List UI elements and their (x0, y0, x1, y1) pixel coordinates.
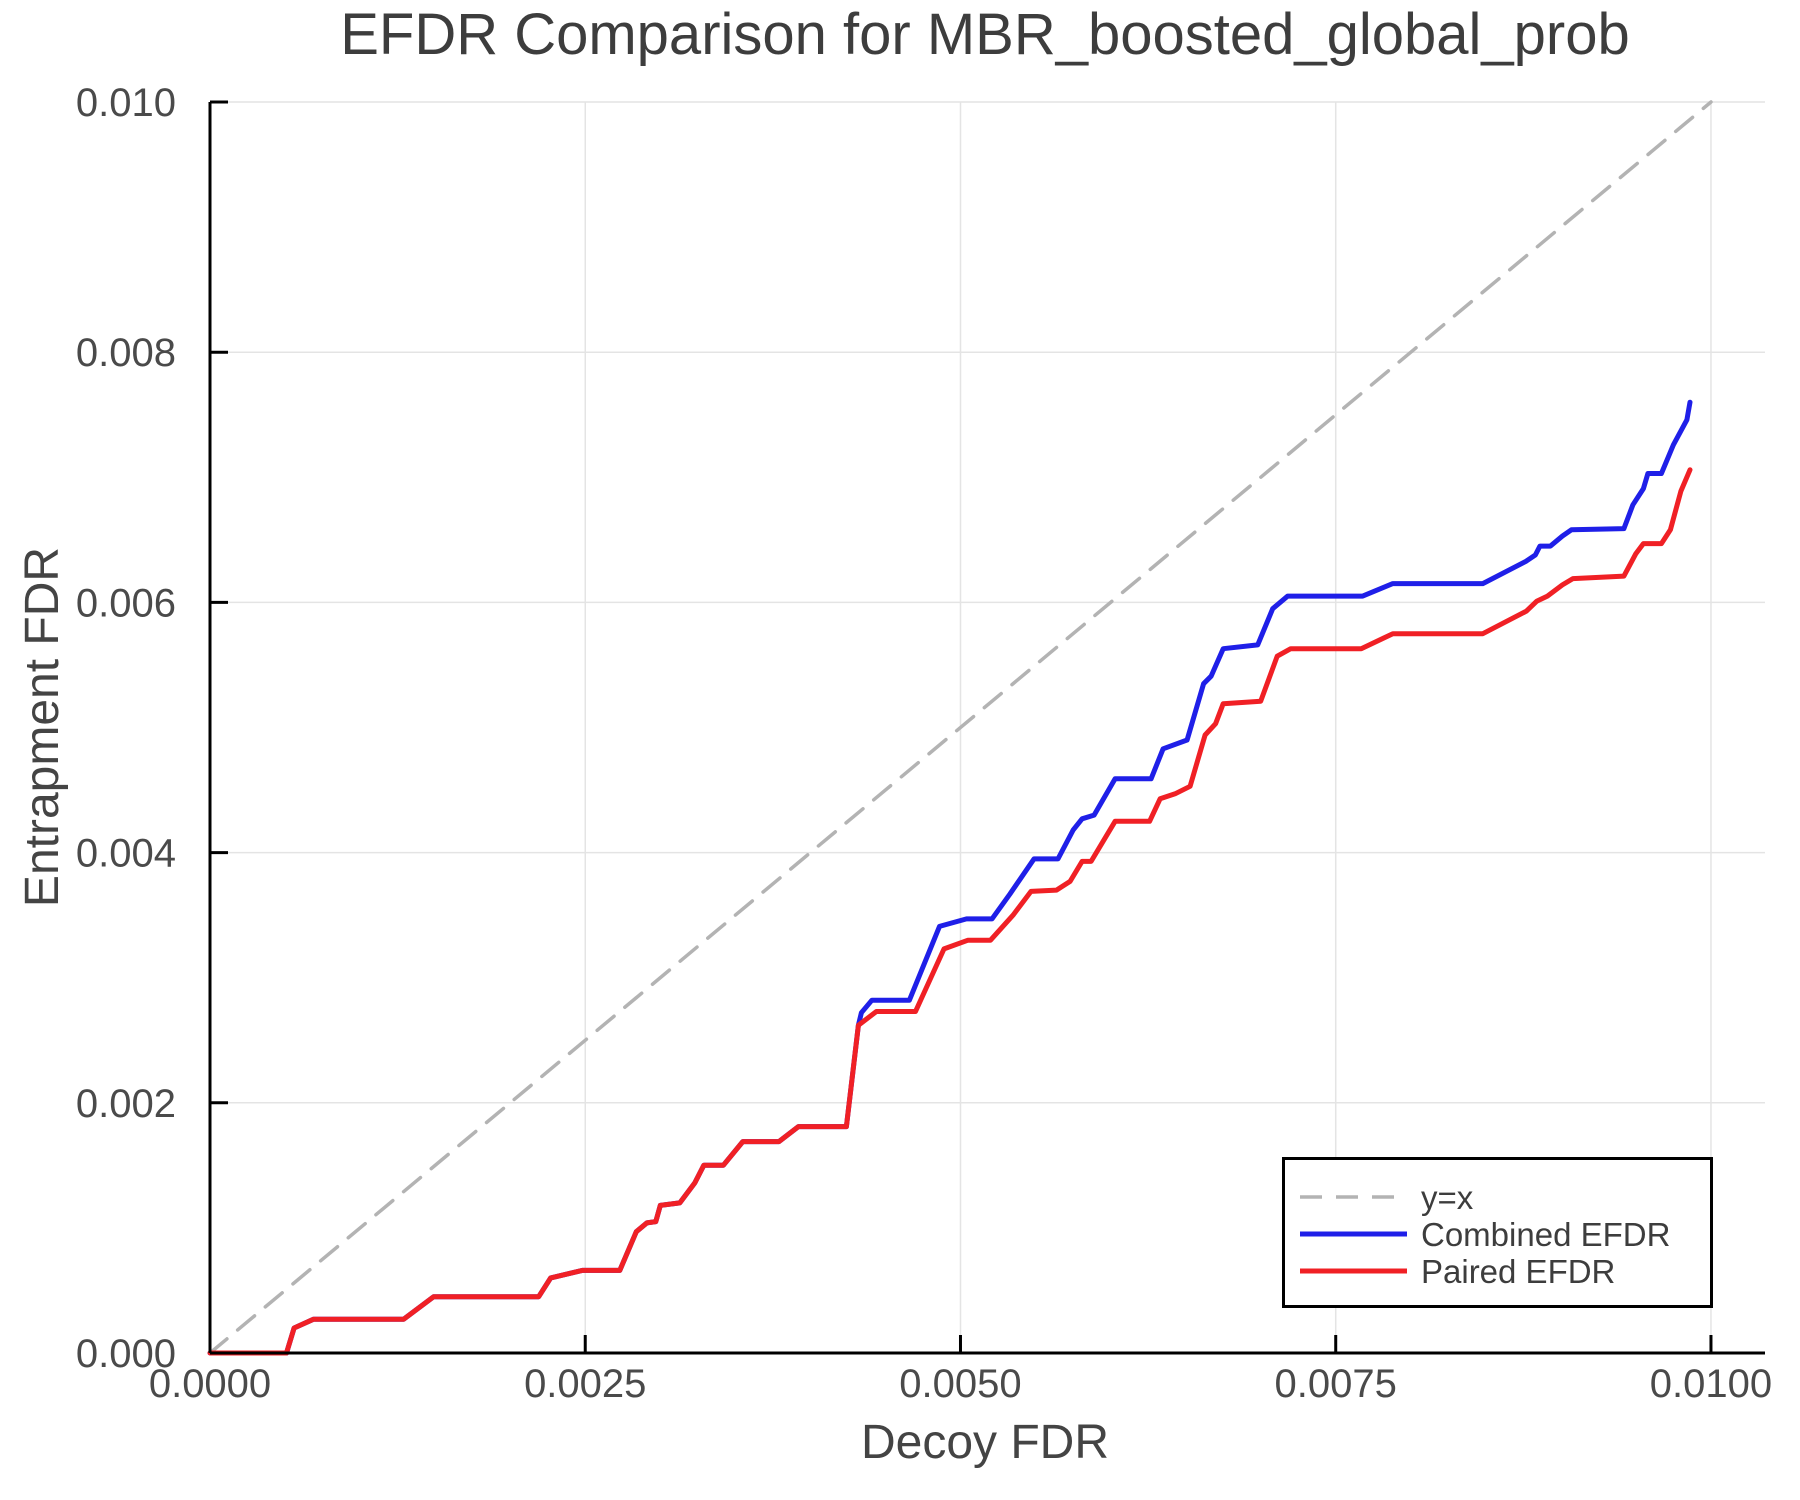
y-axis-label: Entrapment FDR (16, 547, 69, 907)
x-tick-label: 0.0025 (524, 1362, 646, 1406)
x-tick-label: 0.0050 (899, 1362, 1021, 1406)
x-tick-label: 0.0000 (149, 1362, 271, 1406)
x-axis-label: Decoy FDR (861, 1416, 1109, 1469)
y-tick-label: 0.004 (76, 832, 176, 876)
legend-label-identity: y=x (1421, 1179, 1474, 1216)
y-x-line (208, 100, 1713, 1355)
paired-efdr-line (207, 467, 1693, 1356)
x-tick-label: 0.0100 (1650, 1362, 1772, 1406)
legend-label-paired: Paired EFDR (1421, 1253, 1615, 1290)
y-tick-label: 0.002 (76, 1082, 176, 1126)
y-tick-label: 0.000 (76, 1332, 176, 1376)
plot-area: 0.0000 0.0025 0.0050 0.0075 0.0100 0.000 0.002… (76, 81, 1772, 1406)
y-tick-label: 0.006 (76, 581, 176, 625)
y-tick-label: 0.010 (76, 81, 176, 125)
y-tick-label: 0.008 (76, 331, 176, 375)
chart-title: EFDR Comparison for MBR_boosted_global_p… (340, 2, 1630, 67)
legend-label-combined: Combined EFDR (1421, 1216, 1670, 1253)
legend: y=x Combined EFDR Paired EFDR (1282, 1157, 1713, 1308)
x-tick-label: 0.0075 (1275, 1362, 1397, 1406)
